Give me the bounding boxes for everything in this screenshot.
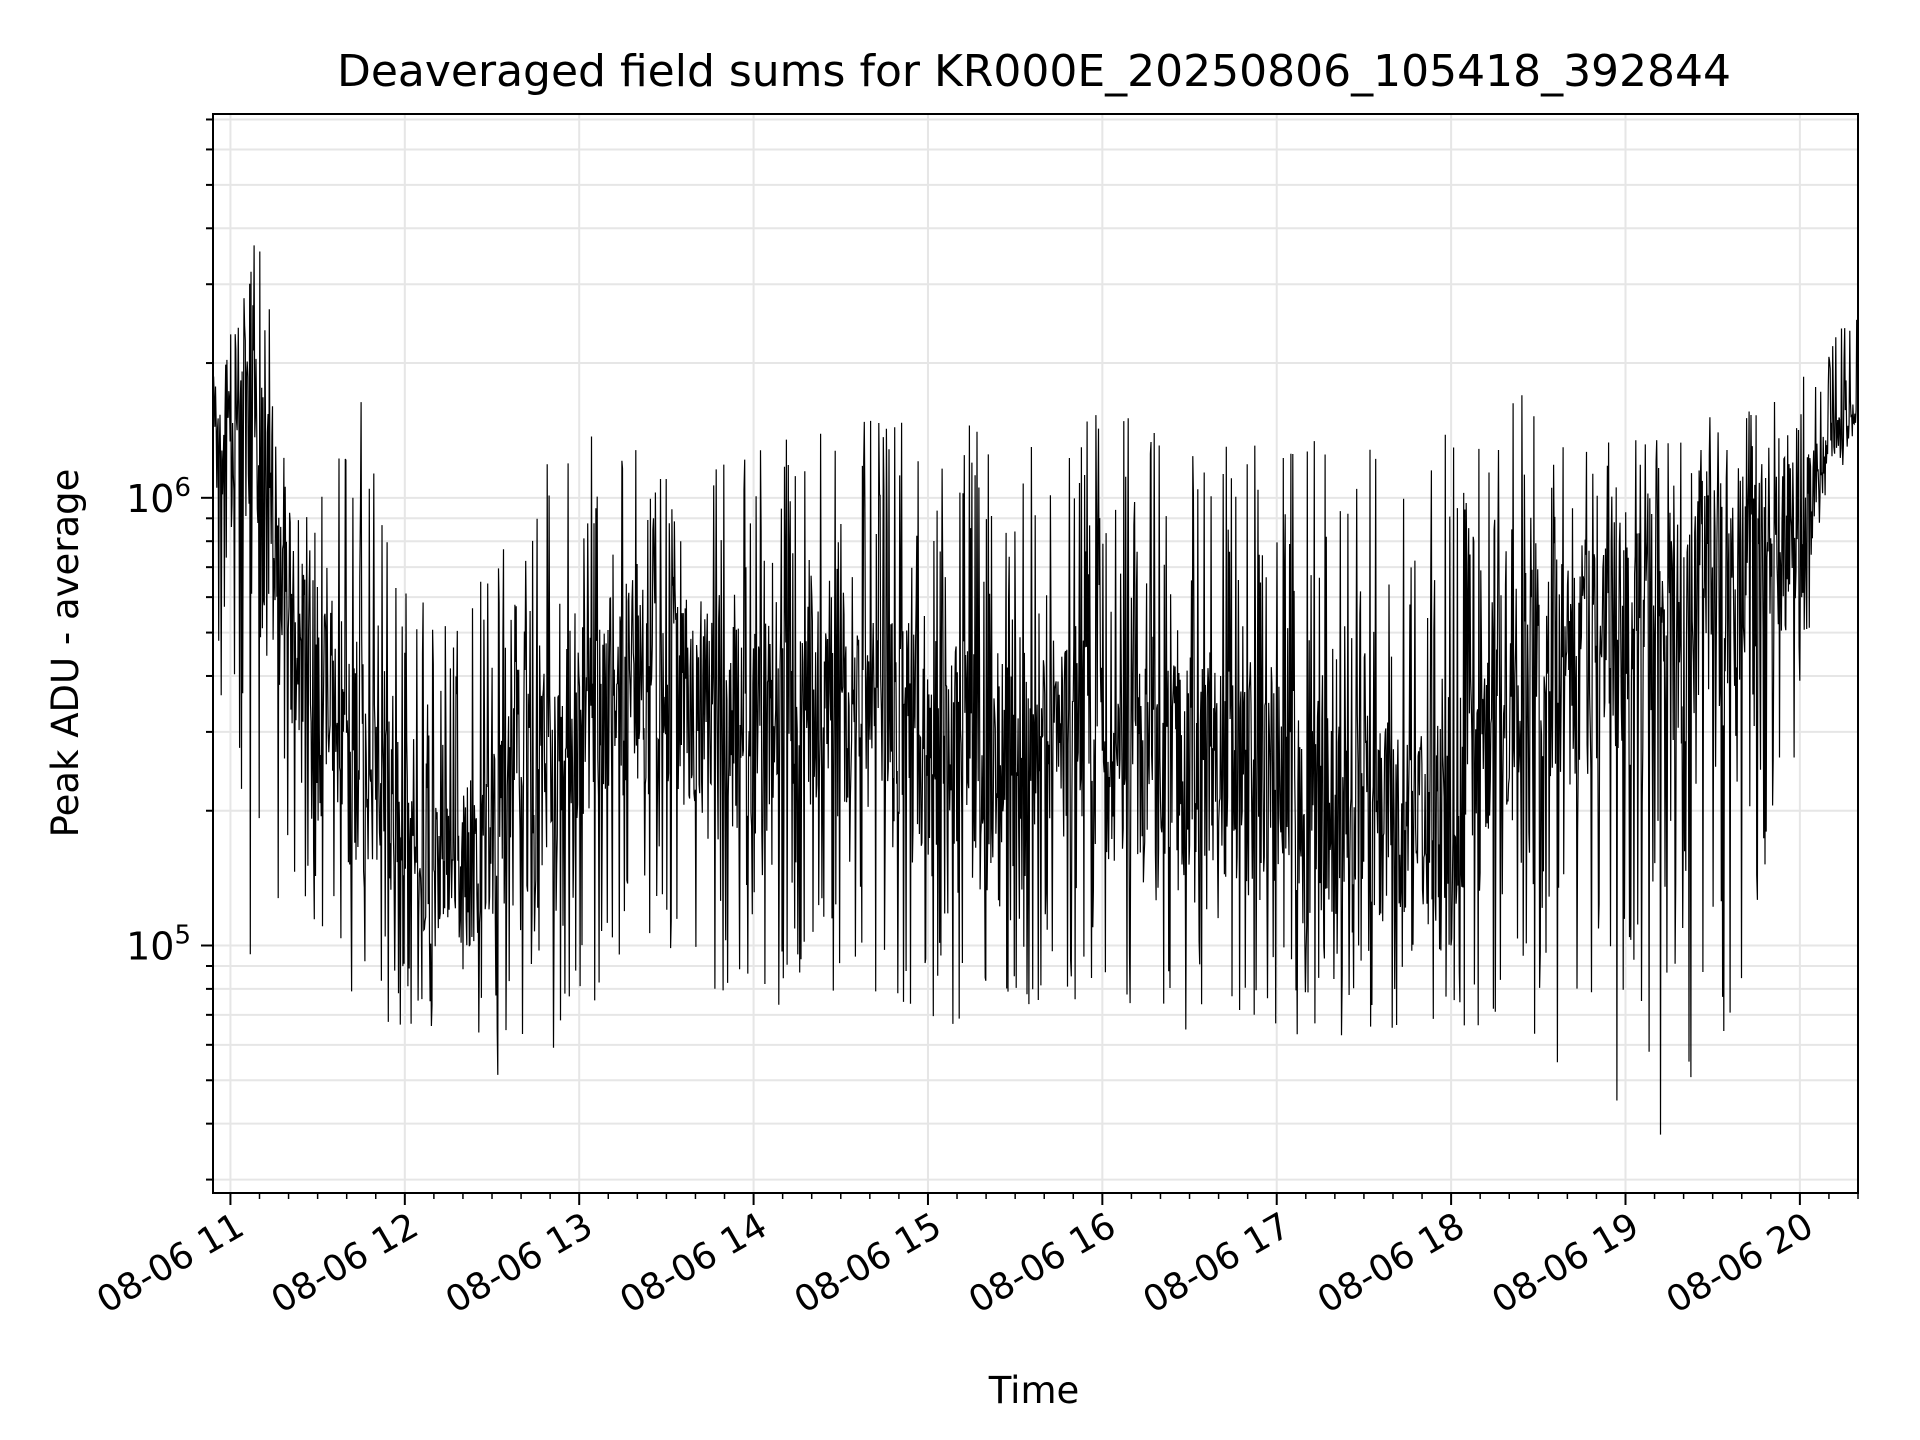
y-axis-label: Peak ADU - average [44, 469, 87, 838]
y-tick-label: 106 [126, 473, 191, 521]
x-axis-label: Time [988, 1369, 1080, 1412]
data-line [213, 245, 1858, 1135]
series-line [213, 245, 1858, 1135]
chart-title: Deaveraged field sums for KR000E_2025080… [337, 46, 1731, 97]
y-tick-label: 105 [126, 921, 191, 969]
plot-frame [212, 113, 1859, 1194]
y-axis: 105 106 [126, 118, 213, 1181]
